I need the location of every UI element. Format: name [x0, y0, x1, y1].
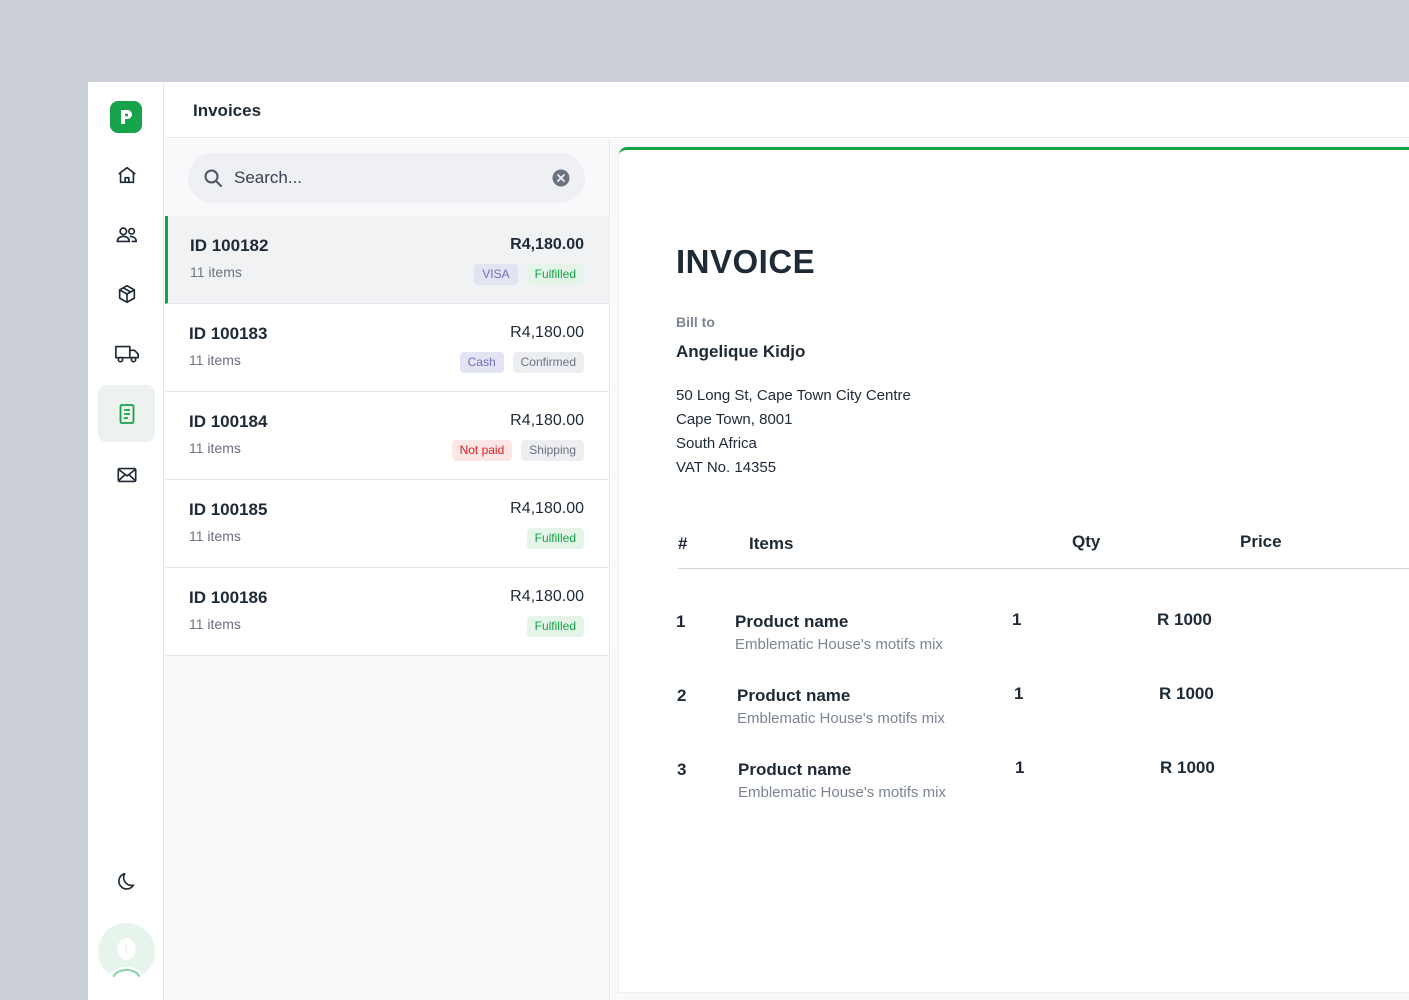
sidebar-item-messages[interactable]	[98, 446, 155, 503]
line-qty: 1	[1014, 684, 1024, 703]
sidebar-item-shipping[interactable]	[98, 325, 155, 382]
invoice-list: ID 100182 11 items R4,180.00 VISA Fulfil…	[165, 216, 609, 656]
app-logo[interactable]	[110, 101, 142, 133]
invoice-row[interactable]: ID 100183 11 items R4,180.00 Cash Confir…	[165, 304, 609, 392]
clear-search-icon[interactable]	[552, 169, 570, 187]
table-divider	[678, 568, 1409, 569]
address-line: 50 Long St, Cape Town City Centre	[676, 387, 911, 404]
line-price: R 1000	[1160, 758, 1215, 777]
bill-to-label: Bill to	[676, 314, 715, 330]
line-number: 2	[677, 686, 687, 705]
invoice-id: ID 100183	[189, 324, 268, 343]
invoice-item-count: 11 items	[190, 264, 242, 280]
column-header-qty: Qty	[1072, 532, 1101, 551]
line-number: 3	[677, 760, 687, 779]
invoice-title: INVOICE	[676, 243, 816, 280]
invoice-item-count: 11 items	[189, 616, 241, 632]
app-window: Invoices ID 100182 11 items R4,180.00 VI…	[88, 82, 1409, 1000]
invoice-amount: R4,180.00	[510, 588, 584, 605]
mail-icon	[116, 467, 137, 482]
box-icon	[118, 284, 135, 303]
invoice-list-panel: ID 100182 11 items R4,180.00 VISA Fulfil…	[165, 139, 610, 1000]
payment-badge: VISA	[474, 264, 518, 285]
invoice-id: ID 100186	[189, 588, 268, 607]
invoice-row[interactable]: ID 100186 11 items R4,180.00 Fulfilled	[165, 568, 609, 656]
invoice-amount: R4,180.00	[510, 500, 584, 517]
customer-name: Angelique Kidjo	[676, 342, 806, 361]
invoice-row[interactable]: ID 100184 11 items R4,180.00 Not paid Sh…	[165, 392, 609, 480]
payment-badge: Cash	[459, 352, 504, 373]
theme-toggle[interactable]	[98, 852, 155, 909]
line-price: R 1000	[1159, 684, 1214, 703]
search-input[interactable]	[234, 164, 534, 192]
invoice-detail-panel: INVOICE Bill to Angelique Kidjo 50 Long …	[611, 139, 1409, 1000]
product-description: Emblematic House's motifs mix	[738, 784, 946, 801]
invoice-item-count: 11 items	[189, 528, 241, 544]
column-header-items: Items	[749, 534, 794, 553]
status-badge: Fulfilled	[526, 264, 584, 285]
sidebar-item-home[interactable]	[98, 146, 155, 203]
users-icon	[116, 226, 137, 242]
product-name: Product name	[738, 760, 852, 779]
invoice-row[interactable]: ID 100185 11 items R4,180.00 Fulfilled	[165, 480, 609, 568]
invoice-amount: R4,180.00	[510, 412, 584, 429]
invoice-amount: R4,180.00	[510, 236, 584, 253]
invoice-item-count: 11 items	[189, 440, 241, 456]
line-number: 1	[676, 612, 686, 631]
sidebar-item-products[interactable]	[98, 265, 155, 322]
payment-badge: Not paid	[451, 440, 513, 461]
moon-icon	[117, 872, 134, 890]
sidebar	[88, 82, 164, 1000]
truck-icon	[114, 345, 139, 363]
home-icon	[117, 166, 136, 183]
line-qty: 1	[1012, 610, 1022, 629]
page-title: Invoices	[193, 101, 262, 120]
invoice-row[interactable]: ID 100182 11 items R4,180.00 VISA Fulfil…	[165, 216, 609, 304]
product-description: Emblematic House's motifs mix	[735, 636, 943, 653]
status-badge: Fulfilled	[526, 616, 584, 637]
invoice-amount: R4,180.00	[510, 324, 584, 341]
line-qty: 1	[1015, 758, 1025, 777]
avatar[interactable]	[98, 923, 155, 980]
status-badge: Fulfilled	[526, 528, 584, 549]
line-price: R 1000	[1157, 610, 1212, 629]
invoice-document: INVOICE Bill to Angelique Kidjo 50 Long …	[619, 147, 1409, 992]
header: Invoices	[165, 82, 1409, 138]
address-line: South Africa	[676, 435, 757, 452]
sidebar-item-customers[interactable]	[98, 206, 155, 263]
address-line: Cape Town, 8001	[676, 411, 793, 428]
column-header-price: Price	[1240, 532, 1282, 551]
invoice-icon	[119, 403, 134, 424]
product-name: Product name	[737, 686, 851, 705]
search-icon	[204, 169, 222, 187]
product-description: Emblematic House's motifs mix	[737, 710, 945, 727]
sidebar-item-invoices[interactable]	[98, 385, 155, 442]
column-header-number: #	[678, 534, 688, 553]
product-name: Product name	[735, 612, 849, 631]
status-badge: Confirmed	[512, 352, 584, 373]
invoice-item-count: 11 items	[189, 352, 241, 368]
search-bar	[188, 153, 585, 203]
status-badge: Shipping	[521, 440, 584, 461]
vat-number: VAT No. 14355	[676, 459, 777, 476]
invoice-id: ID 100185	[189, 500, 268, 519]
invoice-id: ID 100184	[189, 412, 268, 431]
invoice-id: ID 100182	[190, 236, 269, 255]
